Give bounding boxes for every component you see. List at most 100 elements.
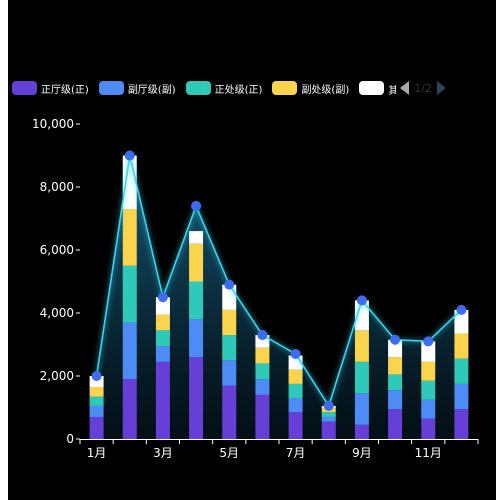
trend-point[interactable]	[456, 304, 467, 315]
trend-point[interactable]	[257, 330, 268, 341]
bar-segment-5[interactable]	[155, 297, 170, 315]
trend-point[interactable]	[323, 400, 334, 411]
bar-segment-2[interactable]	[321, 416, 336, 422]
legend-item-4[interactable]: 副处级(副)	[272, 81, 349, 96]
legend-item-2[interactable]: 副厅级(副)	[98, 81, 176, 96]
bar-segment-2[interactable]	[122, 322, 137, 380]
bar-segment-2[interactable]	[255, 379, 270, 395]
bar-segment-3[interactable]	[454, 358, 469, 384]
trend-point[interactable]	[290, 348, 301, 359]
y-tick-label: 0	[66, 432, 74, 446]
trend-point[interactable]	[423, 336, 434, 347]
bar-segment-3[interactable]	[354, 361, 369, 394]
bar-segment-2[interactable]	[288, 398, 303, 413]
bar-segment-2[interactable]	[155, 346, 170, 362]
legend-swatch	[185, 81, 211, 95]
line-area	[96, 155, 462, 439]
bar-segment-1[interactable]	[189, 357, 204, 439]
bar-segment-2[interactable]	[388, 390, 403, 410]
legend-item-5[interactable]: 其	[359, 79, 396, 98]
trend-line	[95, 155, 462, 408]
bar-segment-1[interactable]	[222, 385, 237, 439]
pager-text: 1/2	[414, 81, 432, 95]
x-tick-label: 11月	[415, 446, 442, 460]
trend-area	[96, 155, 462, 439]
y-tick-label: 2,000	[40, 369, 74, 383]
y-tick-label: 8,000	[40, 180, 74, 194]
x-tick-label: 9月	[352, 446, 372, 460]
bar-segment-1[interactable]	[155, 361, 170, 439]
pager-next-icon[interactable]	[436, 81, 446, 95]
bar-segment-1[interactable]	[288, 412, 303, 439]
trend-points	[91, 150, 467, 411]
x-tick-label: 5月	[219, 446, 239, 460]
bar-segment-4[interactable]	[122, 209, 137, 266]
bar-segment-2[interactable]	[454, 383, 469, 410]
bar-segment-1[interactable]	[421, 418, 436, 439]
bar-segment-5[interactable]	[421, 341, 436, 362]
trend-point[interactable]	[91, 371, 102, 381]
bar-segment-4[interactable]	[354, 330, 369, 362]
bar-segment-3[interactable]	[388, 374, 403, 391]
bar-segment-1[interactable]	[321, 421, 336, 439]
bar-segment-5[interactable]	[122, 155, 137, 210]
legend: 正厅级(正) 副厅级(副) 正处级(正) 副处级(副) 其 1/2	[12, 79, 446, 98]
y-tick-label: 6,000	[40, 243, 74, 257]
trend-point[interactable]	[390, 334, 401, 345]
legend-swatch	[98, 81, 124, 95]
bar-segment-2[interactable]	[421, 399, 436, 419]
legend-label: 副处级(副)	[301, 84, 350, 96]
bar-segment-3[interactable]	[321, 412, 336, 417]
trend-point[interactable]	[224, 279, 235, 290]
bar-segment-1[interactable]	[255, 394, 270, 439]
bar-segment-3[interactable]	[421, 380, 436, 400]
bar-segment-1[interactable]	[354, 424, 369, 439]
bar-segment-1[interactable]	[388, 409, 403, 439]
legend-pager: 1/2	[400, 81, 446, 95]
bar-segment-4[interactable]	[89, 387, 104, 397]
legend-item-3[interactable]: 正处级(正)	[185, 81, 263, 96]
trend-polyline	[95, 155, 462, 408]
bar-segment-2[interactable]	[189, 319, 204, 358]
legend-swatch	[272, 81, 298, 95]
bar-segment-5[interactable]	[388, 339, 403, 358]
bar-segment-5[interactable]	[89, 376, 104, 388]
trend-point[interactable]	[191, 200, 202, 211]
legend-item-1[interactable]: 正厅级(正)	[12, 81, 89, 96]
bar-segment-3[interactable]	[255, 363, 270, 380]
bar-segment-5[interactable]	[189, 231, 204, 244]
bar-segment-4[interactable]	[454, 333, 469, 359]
bar-segment-4[interactable]	[222, 309, 237, 336]
bar-segment-3[interactable]	[122, 265, 137, 323]
bar-segment-4[interactable]	[288, 369, 303, 384]
bar-segment-3[interactable]	[189, 281, 204, 320]
bar-segment-4[interactable]	[189, 243, 204, 282]
bar-segment-5[interactable]	[454, 309, 469, 334]
bar-segment-2[interactable]	[354, 393, 369, 425]
pager-prev-icon[interactable]	[400, 81, 410, 95]
trend-point[interactable]	[356, 295, 367, 306]
bar-segment-4[interactable]	[255, 347, 270, 364]
bar-segment-4[interactable]	[421, 361, 436, 381]
bar-segment-2[interactable]	[222, 360, 237, 386]
legend-swatch	[12, 81, 37, 95]
legend-label: 正处级(正)	[214, 84, 263, 96]
bar-segment-1[interactable]	[454, 409, 469, 439]
legend-swatch	[359, 81, 385, 95]
bar-segment-1[interactable]	[89, 416, 104, 439]
bar-segment-4[interactable]	[155, 314, 170, 331]
bar-segment-3[interactable]	[288, 383, 303, 399]
bar-segment-5[interactable]	[354, 300, 369, 331]
y-tick-label: 4,000	[40, 306, 74, 320]
y-tick-label: 10,000	[32, 117, 74, 131]
trend-point[interactable]	[124, 150, 135, 161]
bar-segment-3[interactable]	[222, 335, 237, 361]
x-tick-label: 1月	[87, 446, 107, 460]
bar-segment-4[interactable]	[388, 357, 403, 375]
bar-segment-1[interactable]	[122, 379, 137, 439]
bar-segment-2[interactable]	[89, 405, 104, 417]
bar-segment-3[interactable]	[89, 396, 104, 406]
x-tick-label: 7月	[286, 446, 306, 460]
bar-segment-3[interactable]	[155, 330, 170, 347]
trend-point[interactable]	[157, 292, 168, 303]
